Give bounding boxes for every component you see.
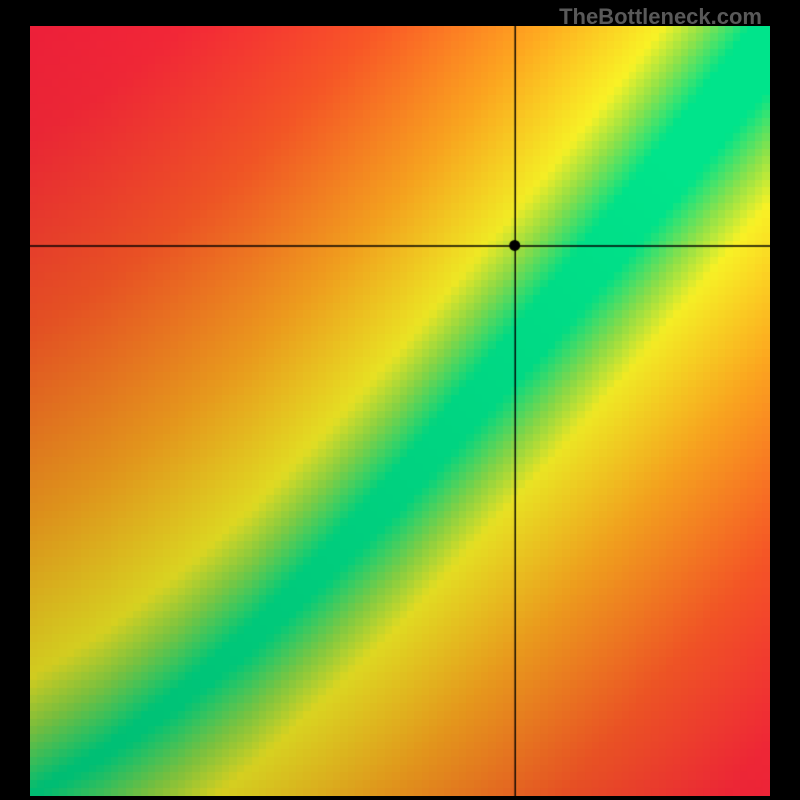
heatmap-wrap bbox=[30, 26, 770, 796]
chart-container: TheBottleneck.com bbox=[0, 0, 800, 800]
bottleneck-heatmap bbox=[30, 26, 770, 796]
watermark-text: TheBottleneck.com bbox=[559, 4, 762, 30]
